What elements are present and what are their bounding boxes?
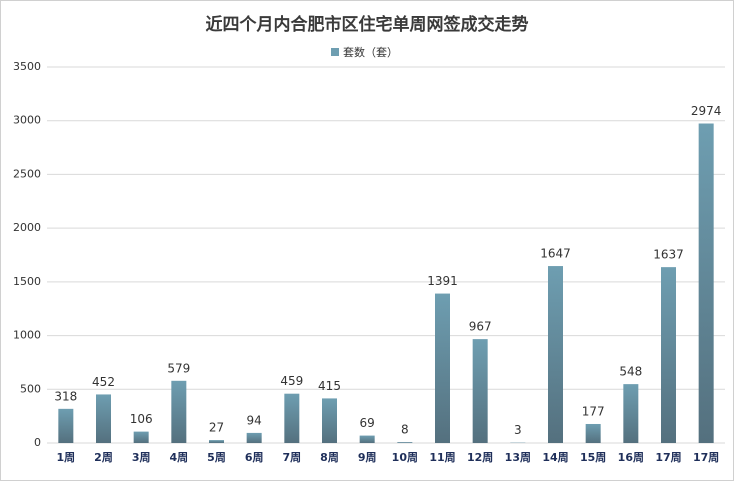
- bar: [171, 380, 187, 443]
- bar: [548, 266, 563, 443]
- bar: [698, 123, 714, 443]
- bar: [246, 432, 262, 443]
- data-label: 548: [619, 365, 642, 379]
- chart-title: 近四个月内合肥市区住宅单周网签成交走势: [206, 14, 529, 35]
- legend-swatch: [331, 48, 339, 56]
- x-tick-label: 2周: [94, 451, 113, 464]
- x-tick-label: 9周: [358, 451, 377, 464]
- x-tick-label: 13周: [505, 451, 531, 464]
- bar: [322, 398, 337, 443]
- data-label: 177: [582, 404, 605, 418]
- y-tick-label: 2500: [13, 167, 41, 180]
- y-tick-label: 0: [34, 436, 41, 449]
- x-tick-label: 15周: [580, 451, 606, 464]
- x-tick-label: 6周: [245, 451, 264, 464]
- data-label: 452: [92, 375, 115, 389]
- data-label: 415: [318, 379, 341, 393]
- x-tick-label: 3周: [132, 451, 151, 464]
- data-label: 27: [209, 421, 224, 435]
- y-tick-label: 3000: [13, 114, 41, 127]
- y-tick-label: 1500: [13, 275, 41, 288]
- y-tick-label: 1000: [13, 329, 41, 342]
- bar: [585, 423, 601, 443]
- data-label: 94: [247, 413, 262, 427]
- data-label: 106: [130, 412, 153, 426]
- x-tick-label: 11周: [429, 451, 455, 464]
- y-tick-label: 3500: [13, 60, 41, 73]
- x-tick-label: 8周: [320, 451, 339, 464]
- bar: [472, 339, 488, 443]
- x-tick-label: 7周: [283, 451, 302, 464]
- data-label: 1391: [427, 274, 458, 288]
- x-tick-label: 14周: [542, 451, 568, 464]
- x-tick-label: 12周: [467, 451, 493, 464]
- x-tick-label: 16周: [618, 451, 644, 464]
- bar: [661, 267, 676, 443]
- x-tick-label: 17周: [693, 451, 719, 464]
- y-tick-label: 2000: [13, 221, 41, 234]
- bar: [359, 435, 375, 443]
- bar: [58, 408, 74, 443]
- bar: [96, 394, 111, 443]
- data-label: 1637: [653, 248, 684, 262]
- data-label: 459: [280, 374, 303, 388]
- data-label: 579: [167, 361, 190, 375]
- bar: [397, 442, 413, 443]
- x-tick-label: 17周: [655, 451, 681, 464]
- data-label: 8: [401, 423, 409, 437]
- data-label: 3: [514, 423, 522, 437]
- data-label: 2974: [691, 104, 722, 118]
- bar: [284, 393, 300, 443]
- data-label: 1647: [540, 247, 571, 261]
- x-tick-label: 10周: [392, 451, 418, 464]
- x-tick-label: 4周: [170, 451, 189, 464]
- y-tick-label: 500: [20, 382, 41, 395]
- data-label: 69: [360, 416, 375, 430]
- bar: [133, 431, 149, 443]
- bar: [209, 440, 224, 443]
- legend-label: 套数（套）: [343, 46, 398, 59]
- bar: [623, 384, 639, 443]
- bar: [435, 293, 450, 443]
- data-label: 967: [469, 320, 492, 334]
- x-tick-label: 1周: [57, 451, 76, 464]
- x-tick-label: 5周: [207, 451, 226, 464]
- data-label: 318: [54, 389, 77, 403]
